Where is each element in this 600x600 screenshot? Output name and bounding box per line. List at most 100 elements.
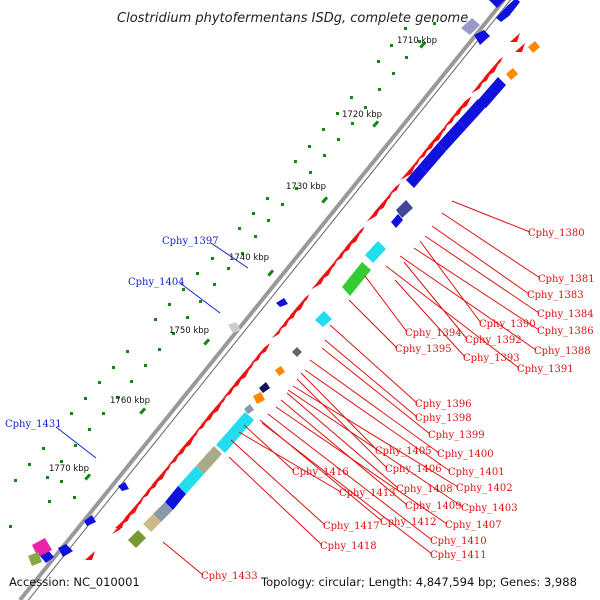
gene-forward — [299, 294, 310, 305]
gene-label: Cphy_1406 — [385, 464, 442, 475]
gene-forward — [311, 275, 326, 290]
leader-line — [451, 200, 531, 233]
gene-forward — [427, 130, 444, 147]
gene-reverse — [276, 298, 288, 307]
gene-label: Cphy_1411 — [430, 550, 487, 561]
leader-line — [292, 385, 459, 488]
gene-label: Cphy_1418 — [320, 541, 377, 552]
gene-forward — [449, 105, 464, 120]
gene-label: Cphy_1392 — [465, 335, 522, 346]
gene-forward — [455, 96, 472, 113]
leader-line — [275, 406, 448, 525]
gene-forward — [139, 488, 152, 501]
gene-block — [244, 404, 254, 414]
gene-reverse — [461, 18, 480, 35]
gene-forward — [145, 478, 160, 493]
kbp-label: 1710 kbp — [397, 36, 437, 46]
gene-block — [438, 121, 466, 151]
gene-reverse — [474, 30, 490, 45]
leader-line — [230, 439, 326, 526]
gene-label: Cphy_1394 — [405, 328, 462, 339]
gene-forward — [256, 343, 271, 358]
gene-block — [458, 99, 486, 129]
leader-line — [280, 399, 408, 506]
gene-forward — [339, 241, 353, 256]
gene-block — [259, 382, 270, 393]
leader-line — [287, 389, 464, 508]
map-title: Clostridium phytofermentans ISDg, comple… — [117, 11, 468, 26]
gene-forward — [222, 386, 235, 399]
gene-forward — [85, 551, 95, 560]
gene-forward — [151, 469, 168, 486]
rna-block — [178, 466, 204, 494]
gene-forward — [344, 231, 361, 248]
kbp-label: 1730 kbp — [286, 182, 326, 192]
gene-label: Cphy_1412 — [380, 517, 437, 528]
gene-forward — [515, 43, 525, 52]
label-leader-lines-left — [55, 242, 249, 459]
gc-track-middle — [46, 22, 436, 479]
leader-line — [243, 424, 295, 472]
gene-forward — [234, 367, 251, 384]
gene-forward — [289, 299, 306, 316]
kbp-label: 1720 kbp — [342, 110, 382, 120]
gene-label: Cphy_1398 — [415, 413, 472, 424]
kbp-label: 1760 kbp — [110, 396, 150, 406]
gene-forward — [133, 497, 144, 508]
gene-label: Cphy_1417 — [323, 521, 380, 532]
gene-block — [292, 347, 302, 357]
gene-forward — [194, 420, 207, 433]
forward-strand-genes — [85, 33, 525, 560]
gene-label: Cphy_1381 — [538, 274, 595, 285]
gene-block — [478, 77, 506, 108]
leader-line — [162, 541, 204, 576]
gene-block — [165, 486, 186, 510]
gene-forward — [372, 198, 389, 215]
gene-other — [32, 538, 52, 557]
kbp-label: 1770 kbp — [49, 464, 89, 474]
gene-forward — [410, 158, 421, 169]
genome-backbone-shadow — [27, 0, 512, 600]
leader-line — [296, 378, 388, 469]
gene-labels-right: Cphy_1380Cphy_1381Cphy_1383Cphy_1384Cphy… — [201, 228, 595, 582]
gene-block — [396, 200, 413, 218]
gc-track-outer — [9, 27, 407, 528]
genome-summary-text: Topology: circular; Length: 4,847,594 bp… — [260, 575, 577, 589]
gene-label: Cphy_1409 — [405, 501, 462, 512]
leader-line — [424, 235, 540, 314]
inner-feature-blocks — [128, 0, 540, 548]
gene-forward — [228, 376, 243, 391]
gene-forward — [216, 395, 227, 406]
gene-forward — [123, 503, 140, 520]
reverse-strand-genes — [28, 0, 520, 566]
gene-forward — [510, 33, 520, 42]
gene-label: Cphy_1401 — [448, 467, 505, 478]
gene-forward — [421, 139, 436, 154]
gene-label: Cphy_1405 — [375, 446, 432, 457]
gene-label: Cphy_1403 — [461, 503, 518, 514]
kbp-tick-marks — [84, 41, 427, 481]
gene-label: Cphy_1395 — [395, 344, 452, 355]
gene-forward — [173, 444, 188, 459]
leader-line — [309, 359, 440, 454]
leader-line — [431, 225, 530, 295]
gene-forward — [161, 463, 172, 474]
gene-forward — [327, 260, 338, 271]
gene-reverse — [118, 482, 129, 491]
gene-label: Cphy_1393 — [463, 353, 520, 364]
gene-forward — [416, 149, 428, 162]
leader-line — [403, 261, 468, 340]
gene-reverse — [58, 544, 73, 557]
gene-label: Cphy_1380 — [528, 228, 585, 239]
gene-label: Cphy_1410 — [430, 536, 487, 547]
gene-other — [228, 322, 241, 333]
gene-forward — [283, 309, 298, 324]
gene-block — [253, 392, 265, 404]
leader-line — [300, 372, 378, 451]
gene-label: Cphy_1404 — [128, 277, 185, 288]
gene-block — [342, 262, 371, 296]
gene-label: Cphy_1396 — [415, 399, 472, 410]
gene-block — [489, 0, 505, 8]
gene-forward — [277, 318, 290, 331]
